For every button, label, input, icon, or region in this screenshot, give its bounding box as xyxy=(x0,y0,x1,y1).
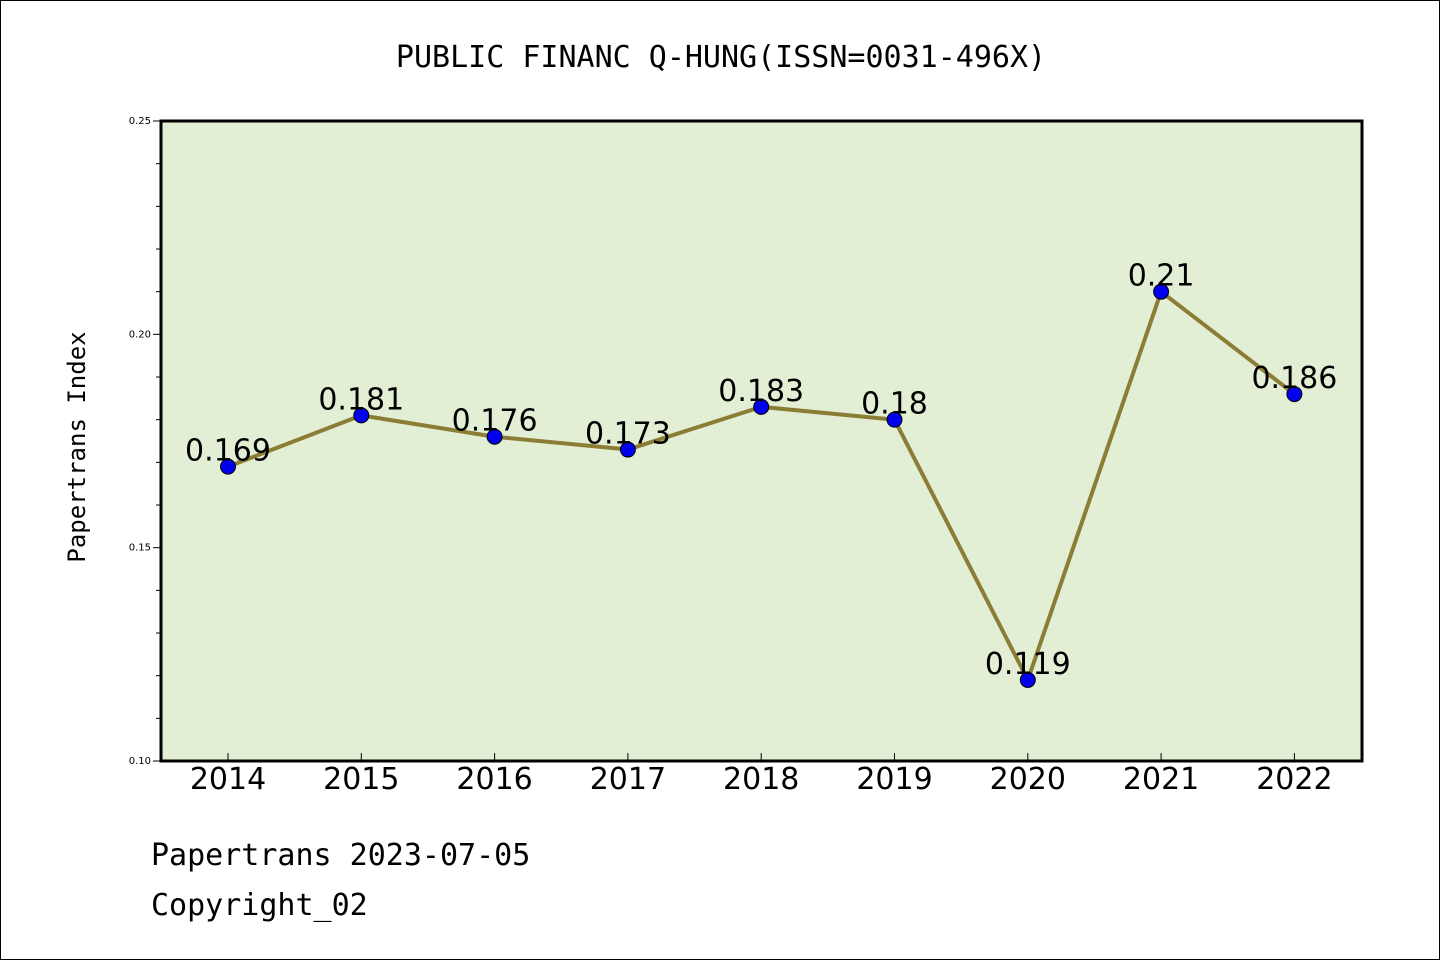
x-tick-label: 2017 xyxy=(590,762,666,797)
data-label: 0.173 xyxy=(585,417,671,452)
plot-area xyxy=(159,119,1364,763)
y-axis-ticks: 0.10 0.15 0.20 0.25 xyxy=(129,116,161,767)
data-label: 0.18 xyxy=(861,387,928,422)
y-tick-label: 0.20 xyxy=(129,329,151,340)
x-tick-label: 2016 xyxy=(456,762,532,797)
data-point xyxy=(619,441,636,458)
y-axis-label: Papertrans Index xyxy=(63,331,91,562)
data-point xyxy=(353,407,370,424)
data-label: 0.119 xyxy=(985,647,1071,682)
x-tick-label: 2018 xyxy=(723,762,799,797)
x-tick-label: 2019 xyxy=(856,762,932,797)
x-tick-label: 2015 xyxy=(323,762,399,797)
data-labels: 0.169 0.181 0.176 0.173 0.183 0.18 0.119 0.21 0.… xyxy=(185,259,1337,682)
x-tick-label: 2022 xyxy=(1256,762,1332,797)
data-point xyxy=(1019,671,1036,688)
data-label: 0.21 xyxy=(1128,259,1195,294)
y-tick-label: 0.25 xyxy=(129,116,151,127)
data-point xyxy=(220,458,236,475)
y-tick-label: 0.15 xyxy=(129,543,151,554)
footer-copyright: Copyright_02 xyxy=(151,888,368,923)
chart-title: PUBLIC FINANC Q-HUNG(ISSN=0031-496X) xyxy=(396,40,1046,75)
footer-date: Papertrans 2023-07-05 xyxy=(151,838,530,873)
data-label: 0.181 xyxy=(318,382,404,417)
data-points xyxy=(220,283,1303,688)
data-point xyxy=(753,398,770,415)
data-label: 0.176 xyxy=(452,404,538,439)
x-tick-label: 2014 xyxy=(190,762,266,797)
data-point xyxy=(1286,386,1303,403)
data-label: 0.183 xyxy=(718,374,804,409)
data-label: 0.186 xyxy=(1251,361,1337,396)
x-tick-label: 2020 xyxy=(990,762,1066,797)
data-point xyxy=(886,411,903,428)
data-point xyxy=(486,428,503,445)
data-point xyxy=(1153,283,1170,300)
y-tick-label: 0.10 xyxy=(129,756,151,767)
x-axis-ticks: 2014 2015 2016 2017 2018 2019 2020 2021 2022 xyxy=(190,753,1333,797)
x-tick-label: 2021 xyxy=(1123,762,1199,797)
data-label: 0.169 xyxy=(185,434,271,469)
